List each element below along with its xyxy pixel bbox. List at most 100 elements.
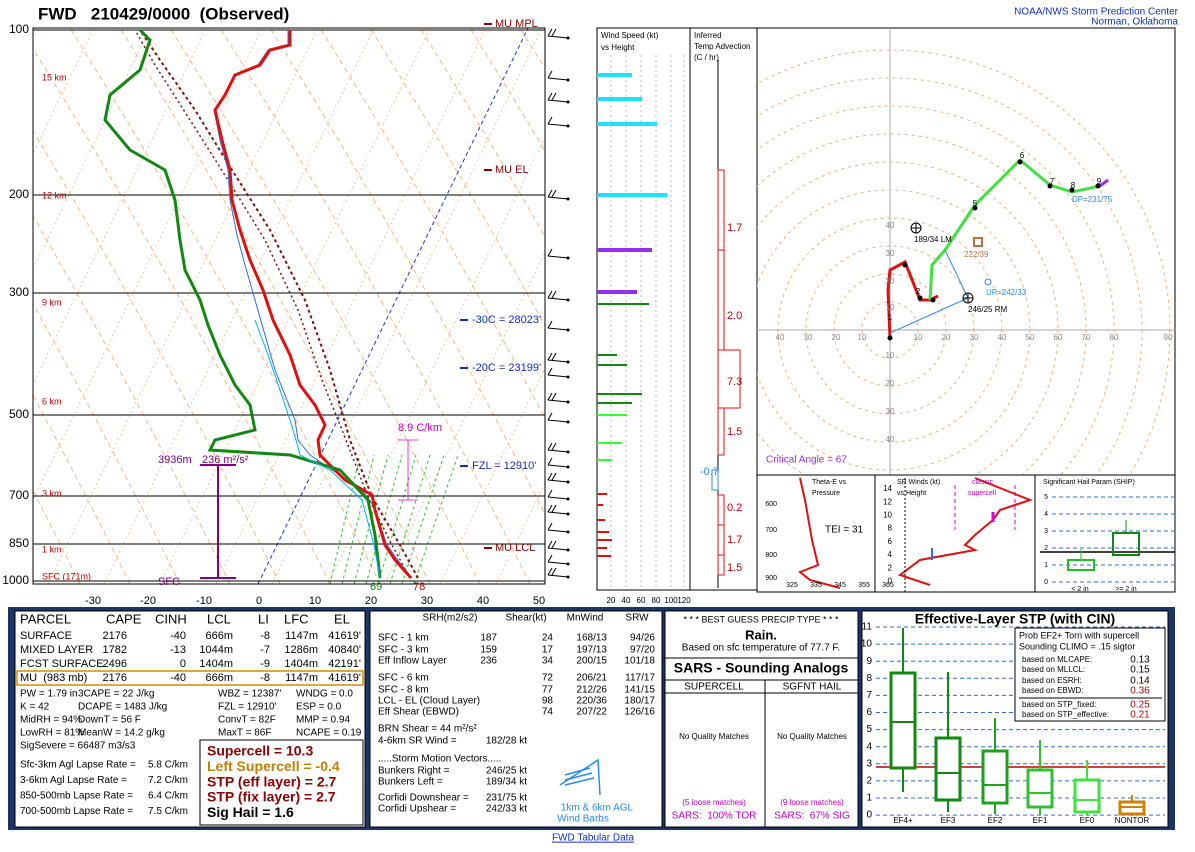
index: STP (eff layer) = 2.7	[207, 773, 337, 789]
ship-y-label: 4	[1044, 511, 1048, 518]
barb-flag	[547, 489, 553, 498]
dry-adiabat	[119, 28, 431, 584]
vector-label: Corfidi Upshear =	[378, 804, 456, 815]
temperature-label: 30	[421, 595, 433, 607]
prob-title: Prob EF2+ Torn with supercell	[1019, 630, 1139, 640]
parcel-header: EL	[334, 611, 350, 626]
panel-title: vs Height	[601, 43, 635, 52]
isotherm	[33, 28, 207, 386]
speed-tick: 120	[677, 596, 691, 605]
barb-flag	[551, 352, 557, 361]
index: Supercell = 10.3	[207, 743, 313, 759]
speed-tick: 100	[664, 596, 678, 605]
theta-y-label: 600	[765, 501, 777, 508]
sars-column: SGFNT HAIL	[783, 682, 842, 693]
hodo-y-label: 10	[886, 303, 895, 312]
temperature-label: -20	[140, 595, 156, 607]
parcel-header: LFC	[284, 611, 309, 626]
critical-angle: Critical Angle = 67	[766, 455, 847, 466]
barb-staff	[547, 327, 569, 331]
barb-flag	[551, 290, 557, 299]
barb-dot	[566, 562, 570, 566]
hodo-y-label: 30	[886, 249, 895, 258]
hodo-point-label: 5	[973, 199, 978, 208]
hodo-y-label: 20	[886, 277, 895, 286]
indices-box	[199, 739, 364, 826]
prob-value: 0.36	[1130, 686, 1150, 697]
hodo-x-label: 70	[1082, 333, 1091, 342]
kin-header: SRH(m2/s2)	[422, 613, 477, 624]
barb-staff	[547, 496, 569, 500]
stp-box	[934, 736, 962, 802]
parcel-cell: SURFACE	[20, 630, 72, 642]
kin-cell: 236	[480, 656, 497, 667]
stp-box	[1073, 778, 1101, 814]
kin-cell: 17	[542, 645, 554, 656]
stp-category: EF2	[988, 816, 1003, 825]
panel-title: Temp Advection	[694, 42, 750, 51]
theta-x-label: 355	[858, 582, 870, 589]
precip-sars-box	[664, 610, 859, 828]
prob-label: based on MLCAPE:	[1022, 655, 1092, 664]
hodograph-frame	[756, 27, 1176, 476]
parcel-cell: -8	[260, 630, 270, 642]
prob-value: 0.15	[1130, 665, 1150, 676]
sr-y-label: 8	[888, 524, 893, 533]
barb-staff	[547, 255, 569, 259]
vector-value: 242/33 kt	[486, 804, 527, 815]
kin-cell: 141/15	[624, 685, 655, 696]
parcel-cell: -13	[170, 644, 186, 656]
stp-y-label: 6	[866, 707, 872, 718]
hodo-point	[1017, 159, 1023, 165]
isotherm	[215, 28, 487, 584]
dry-adiabat	[319, 28, 545, 419]
stp-y-label: 1	[866, 793, 872, 804]
hodo-y-label: 40	[886, 435, 895, 444]
barb-staff	[547, 511, 569, 515]
mu-highlight	[16, 670, 364, 686]
barb-flag	[551, 472, 557, 481]
ship-y-label: 3	[1044, 528, 1048, 535]
skewt-annotation: FZL = 12910'	[472, 460, 536, 472]
location: Norman, Oklahoma	[1091, 17, 1178, 28]
barb-dot	[566, 530, 570, 534]
kin-cell: 207/22	[576, 707, 607, 718]
ship-x-label: < 2 in	[1071, 586, 1088, 593]
prob-value: 0.14	[1130, 676, 1150, 687]
dry-adiabat	[33, 47, 331, 584]
hodo-annotation: DP=231/75	[1072, 195, 1113, 204]
org: NOAA/NWS Storm Prediction Center	[1014, 7, 1179, 18]
dewpoint-trace	[103, 28, 382, 579]
height-label: 12 km	[42, 190, 67, 200]
kin-cell: 34	[542, 656, 554, 667]
barb-dot	[566, 36, 570, 40]
thermo-cell: ConvT = 82F	[218, 715, 276, 726]
parcel-cell: 1286m	[284, 644, 318, 656]
pressure-label: 500	[9, 407, 29, 421]
stp-y-label: 7	[866, 690, 872, 701]
barb-staff	[547, 464, 569, 468]
dry-adiabat	[33, 214, 231, 584]
advection-box	[711, 469, 719, 491]
advection-value: 2.0	[727, 310, 742, 322]
barb-flag	[551, 392, 557, 401]
stp-y-label: 3	[866, 758, 872, 769]
hodo-annotation: 189/34 LM	[914, 235, 952, 244]
temperature-label: -10	[196, 595, 212, 607]
kin-cell: 168/13	[576, 633, 607, 644]
barb-glyph-line	[564, 777, 595, 786]
parcel-cell: 41619'	[328, 672, 361, 684]
tabular-link[interactable]: FWD Tabular Data	[552, 833, 635, 844]
barb-staff	[547, 297, 569, 301]
kin-cell: LCL - EL (Cloud Layer)	[378, 696, 480, 707]
theta-y-label: 800	[765, 552, 777, 559]
sr-y-label: 14	[883, 484, 892, 493]
kin-cell: 197/13	[576, 645, 607, 656]
pressure-label: 850	[9, 536, 29, 550]
barb-flag	[547, 28, 553, 37]
dry-adiabat	[169, 28, 481, 584]
barb-flag	[547, 504, 553, 513]
hodo-annotation: 222/39	[964, 250, 989, 259]
advection-box	[717, 407, 725, 456]
barb-flag	[551, 28, 557, 37]
